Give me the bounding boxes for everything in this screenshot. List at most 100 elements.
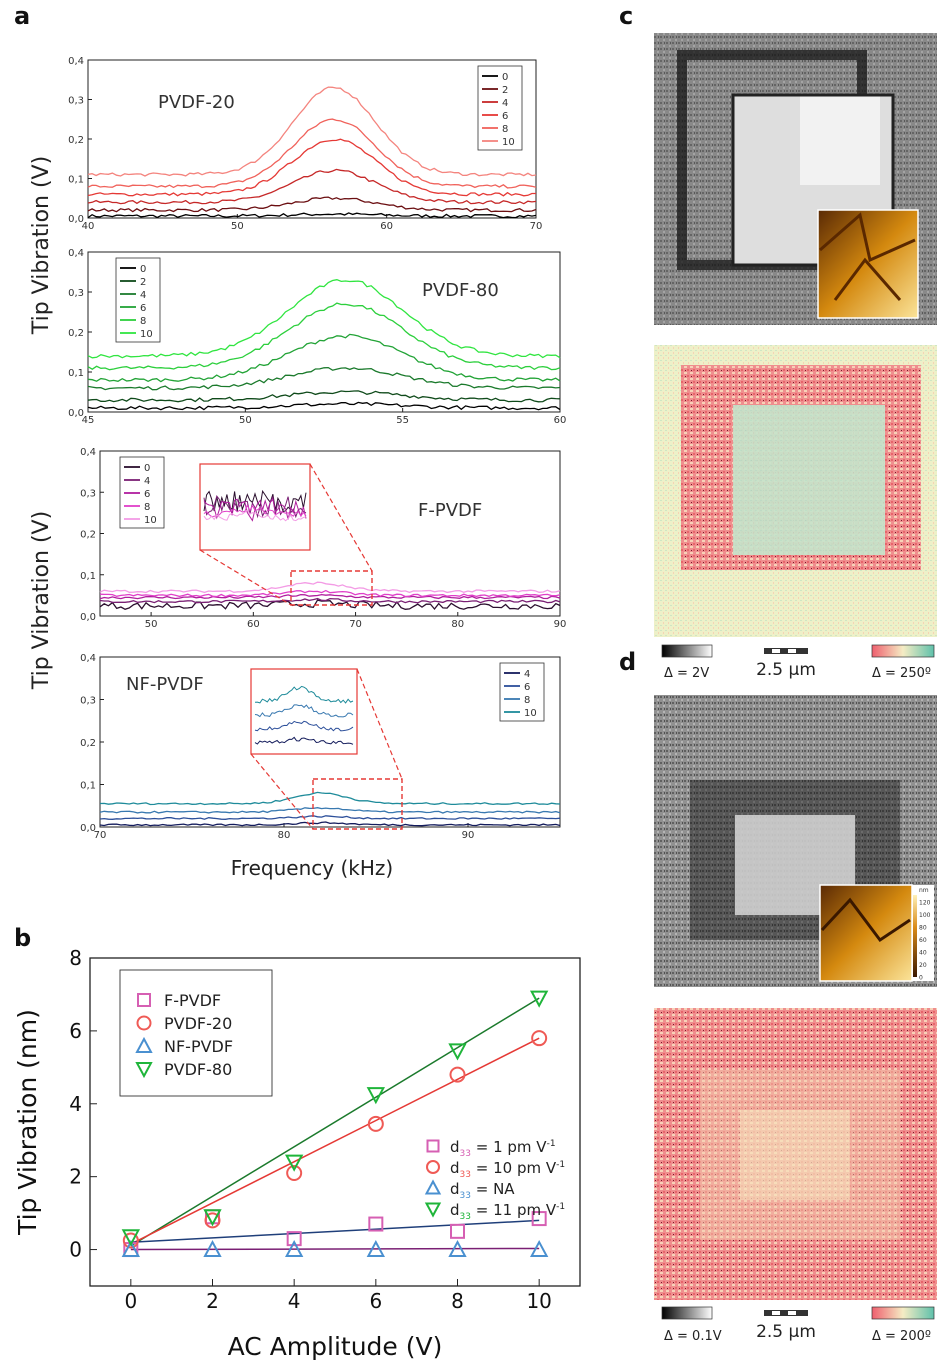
d33-annotation: d33 = 11 pm V-1 bbox=[450, 1201, 565, 1222]
marker-square bbox=[450, 1223, 465, 1239]
y-tick-label: 0,4 bbox=[68, 56, 84, 67]
marker-triangle-up bbox=[284, 1239, 304, 1258]
x-tick-label: 50 bbox=[239, 415, 252, 426]
panel-c-afm-inset bbox=[817, 209, 919, 319]
y-tick-label: 0,4 bbox=[80, 447, 96, 458]
chart-b: 0 2 4 6 8 0 2 4 6 8 10 AC Amplitude (V) Tip Vibratio… bbox=[13, 946, 581, 1360]
series-line-8 bbox=[99, 589, 561, 598]
marker-square bbox=[286, 1231, 302, 1247]
panel-label-a: a bbox=[14, 2, 30, 30]
marker-triangle-up bbox=[121, 1239, 141, 1258]
series-line-4 bbox=[99, 597, 561, 604]
y-tick-label: 0,0 bbox=[68, 214, 84, 225]
y-tick-label: 6 bbox=[69, 1019, 82, 1043]
marker-triangle-down bbox=[135, 1062, 153, 1079]
legend: 0 2 4 6 8 10 bbox=[477, 65, 523, 151]
y-tick-label: 4 bbox=[69, 1092, 82, 1116]
chart-a-nfpvdf: 0,0 0,1 0,2 0,3 0,4 70 80 90 4 6 8 10 NF-PVDF bbox=[80, 653, 561, 841]
sample-label: PVDF-80 bbox=[422, 280, 499, 301]
legend-label: NF-PVDF bbox=[164, 1037, 233, 1056]
zoom-connector bbox=[250, 753, 314, 830]
x-tick-label: 70 bbox=[94, 830, 107, 841]
marker-triangle-down bbox=[121, 1229, 141, 1247]
plot-frame bbox=[99, 450, 561, 617]
chart-a-fpvdf: 0,0 0,1 0,2 0,3 0,4 50 60 70 80 90 0 4 6 8 10 F-PVDF bbox=[80, 447, 566, 630]
marker-triangle-down bbox=[366, 1087, 386, 1105]
y-tick-label: 0,0 bbox=[80, 823, 96, 834]
y-tick-label: 0,1 bbox=[80, 781, 96, 792]
panel-c-scale-row: Δ = 2V 2.5 μm Δ = 250º bbox=[661, 644, 935, 681]
d33-annotation: d33 = 10 pm V-1 bbox=[450, 1159, 565, 1180]
zoom-inset-line bbox=[254, 704, 354, 718]
c-phase-colorbar bbox=[871, 644, 935, 658]
marker-circle bbox=[449, 1066, 466, 1083]
x-tick-label: 45 bbox=[82, 415, 95, 426]
y-tick-label: 0,4 bbox=[68, 248, 84, 259]
x-tick-label: 55 bbox=[396, 415, 409, 426]
x-tick-label: 2 bbox=[206, 1289, 219, 1313]
legend-label: 10 bbox=[524, 708, 537, 719]
x-tick-label: 4 bbox=[288, 1289, 301, 1313]
y-tick-label: 0,1 bbox=[80, 571, 96, 582]
series-line-8 bbox=[87, 302, 561, 371]
legend-box bbox=[115, 257, 161, 343]
legend-label: 6 bbox=[140, 303, 146, 314]
zoom-inset-line bbox=[254, 736, 354, 745]
sample-label: PVDF-20 bbox=[158, 92, 235, 113]
legend-box bbox=[477, 65, 523, 151]
x-tick-label: 60 bbox=[554, 415, 567, 426]
marker-triangle-down bbox=[424, 1202, 442, 1218]
zoom-connector bbox=[199, 549, 292, 606]
x-tick-label: 80 bbox=[278, 830, 291, 841]
y-tick-label: 0 bbox=[69, 1238, 82, 1262]
x-tick-label: 90 bbox=[554, 619, 567, 630]
zoom-connector bbox=[356, 668, 403, 780]
panel-label-d: d bbox=[619, 648, 636, 676]
y-tick-label: 0,4 bbox=[80, 653, 96, 664]
c-scale-bar bbox=[764, 648, 808, 654]
fit-line bbox=[130, 1037, 540, 1245]
series-line-2 bbox=[87, 390, 561, 403]
legend-label: 8 bbox=[524, 695, 530, 706]
d33-annotation: d33 = 1 pm V-1 bbox=[450, 1138, 556, 1159]
fit-line bbox=[130, 1247, 540, 1251]
zoom-inset-line bbox=[203, 495, 307, 519]
y-tick-label: 0,1 bbox=[68, 175, 84, 186]
zoom-inset-line bbox=[254, 685, 354, 704]
legend-label: 4 bbox=[524, 669, 530, 680]
marker-triangle-up bbox=[424, 1179, 442, 1195]
panel-label-c: c bbox=[619, 2, 633, 30]
y-tick-label: 8 bbox=[69, 946, 82, 970]
marker-square bbox=[137, 993, 151, 1007]
sample-label: NF-PVDF bbox=[126, 674, 204, 695]
x-tick-label: 50 bbox=[145, 619, 158, 630]
marker-triangle-up bbox=[203, 1239, 222, 1258]
series-line-8 bbox=[99, 807, 561, 814]
d-inset-colorbar-ticks: nm 120 100 80 60 40 20 0 bbox=[919, 887, 931, 982]
panel-c-phase-image bbox=[654, 345, 937, 637]
a-ylabel-bottom: Tip Vibration (V) bbox=[29, 511, 54, 690]
d-scale-length: 2.5 μm bbox=[756, 1322, 816, 1342]
x-tick-label: 60 bbox=[247, 619, 260, 630]
legend: 4 6 8 10 bbox=[499, 662, 545, 722]
legend-label: 8 bbox=[144, 502, 150, 513]
zoom-inset-line bbox=[203, 509, 307, 522]
marker-circle bbox=[136, 1015, 152, 1031]
legend-label: PVDF-80 bbox=[164, 1060, 232, 1079]
x-tick-label: 40 bbox=[82, 221, 95, 232]
legend: F-PVDF PVDF-20 NF-PVDF PVDF-80 bbox=[119, 969, 273, 1097]
legend-label: 2 bbox=[140, 277, 146, 288]
fit-line bbox=[130, 1219, 540, 1244]
marker-circle bbox=[367, 1115, 384, 1132]
marker-triangle-up bbox=[448, 1239, 467, 1258]
c-phase-label: Δ = 250º bbox=[872, 666, 931, 681]
inset-colorbar-tick: 60 bbox=[919, 937, 927, 944]
series-line-10 bbox=[87, 279, 561, 359]
d-phase-label: Δ = 200º bbox=[872, 1329, 931, 1344]
series-line-2 bbox=[87, 196, 537, 213]
inset-colorbar-tick: 120 bbox=[919, 900, 931, 907]
zoom-region-box bbox=[312, 778, 403, 830]
legend: 0 2 4 6 8 10 bbox=[115, 257, 161, 343]
marker-triangle-down bbox=[448, 1043, 467, 1061]
